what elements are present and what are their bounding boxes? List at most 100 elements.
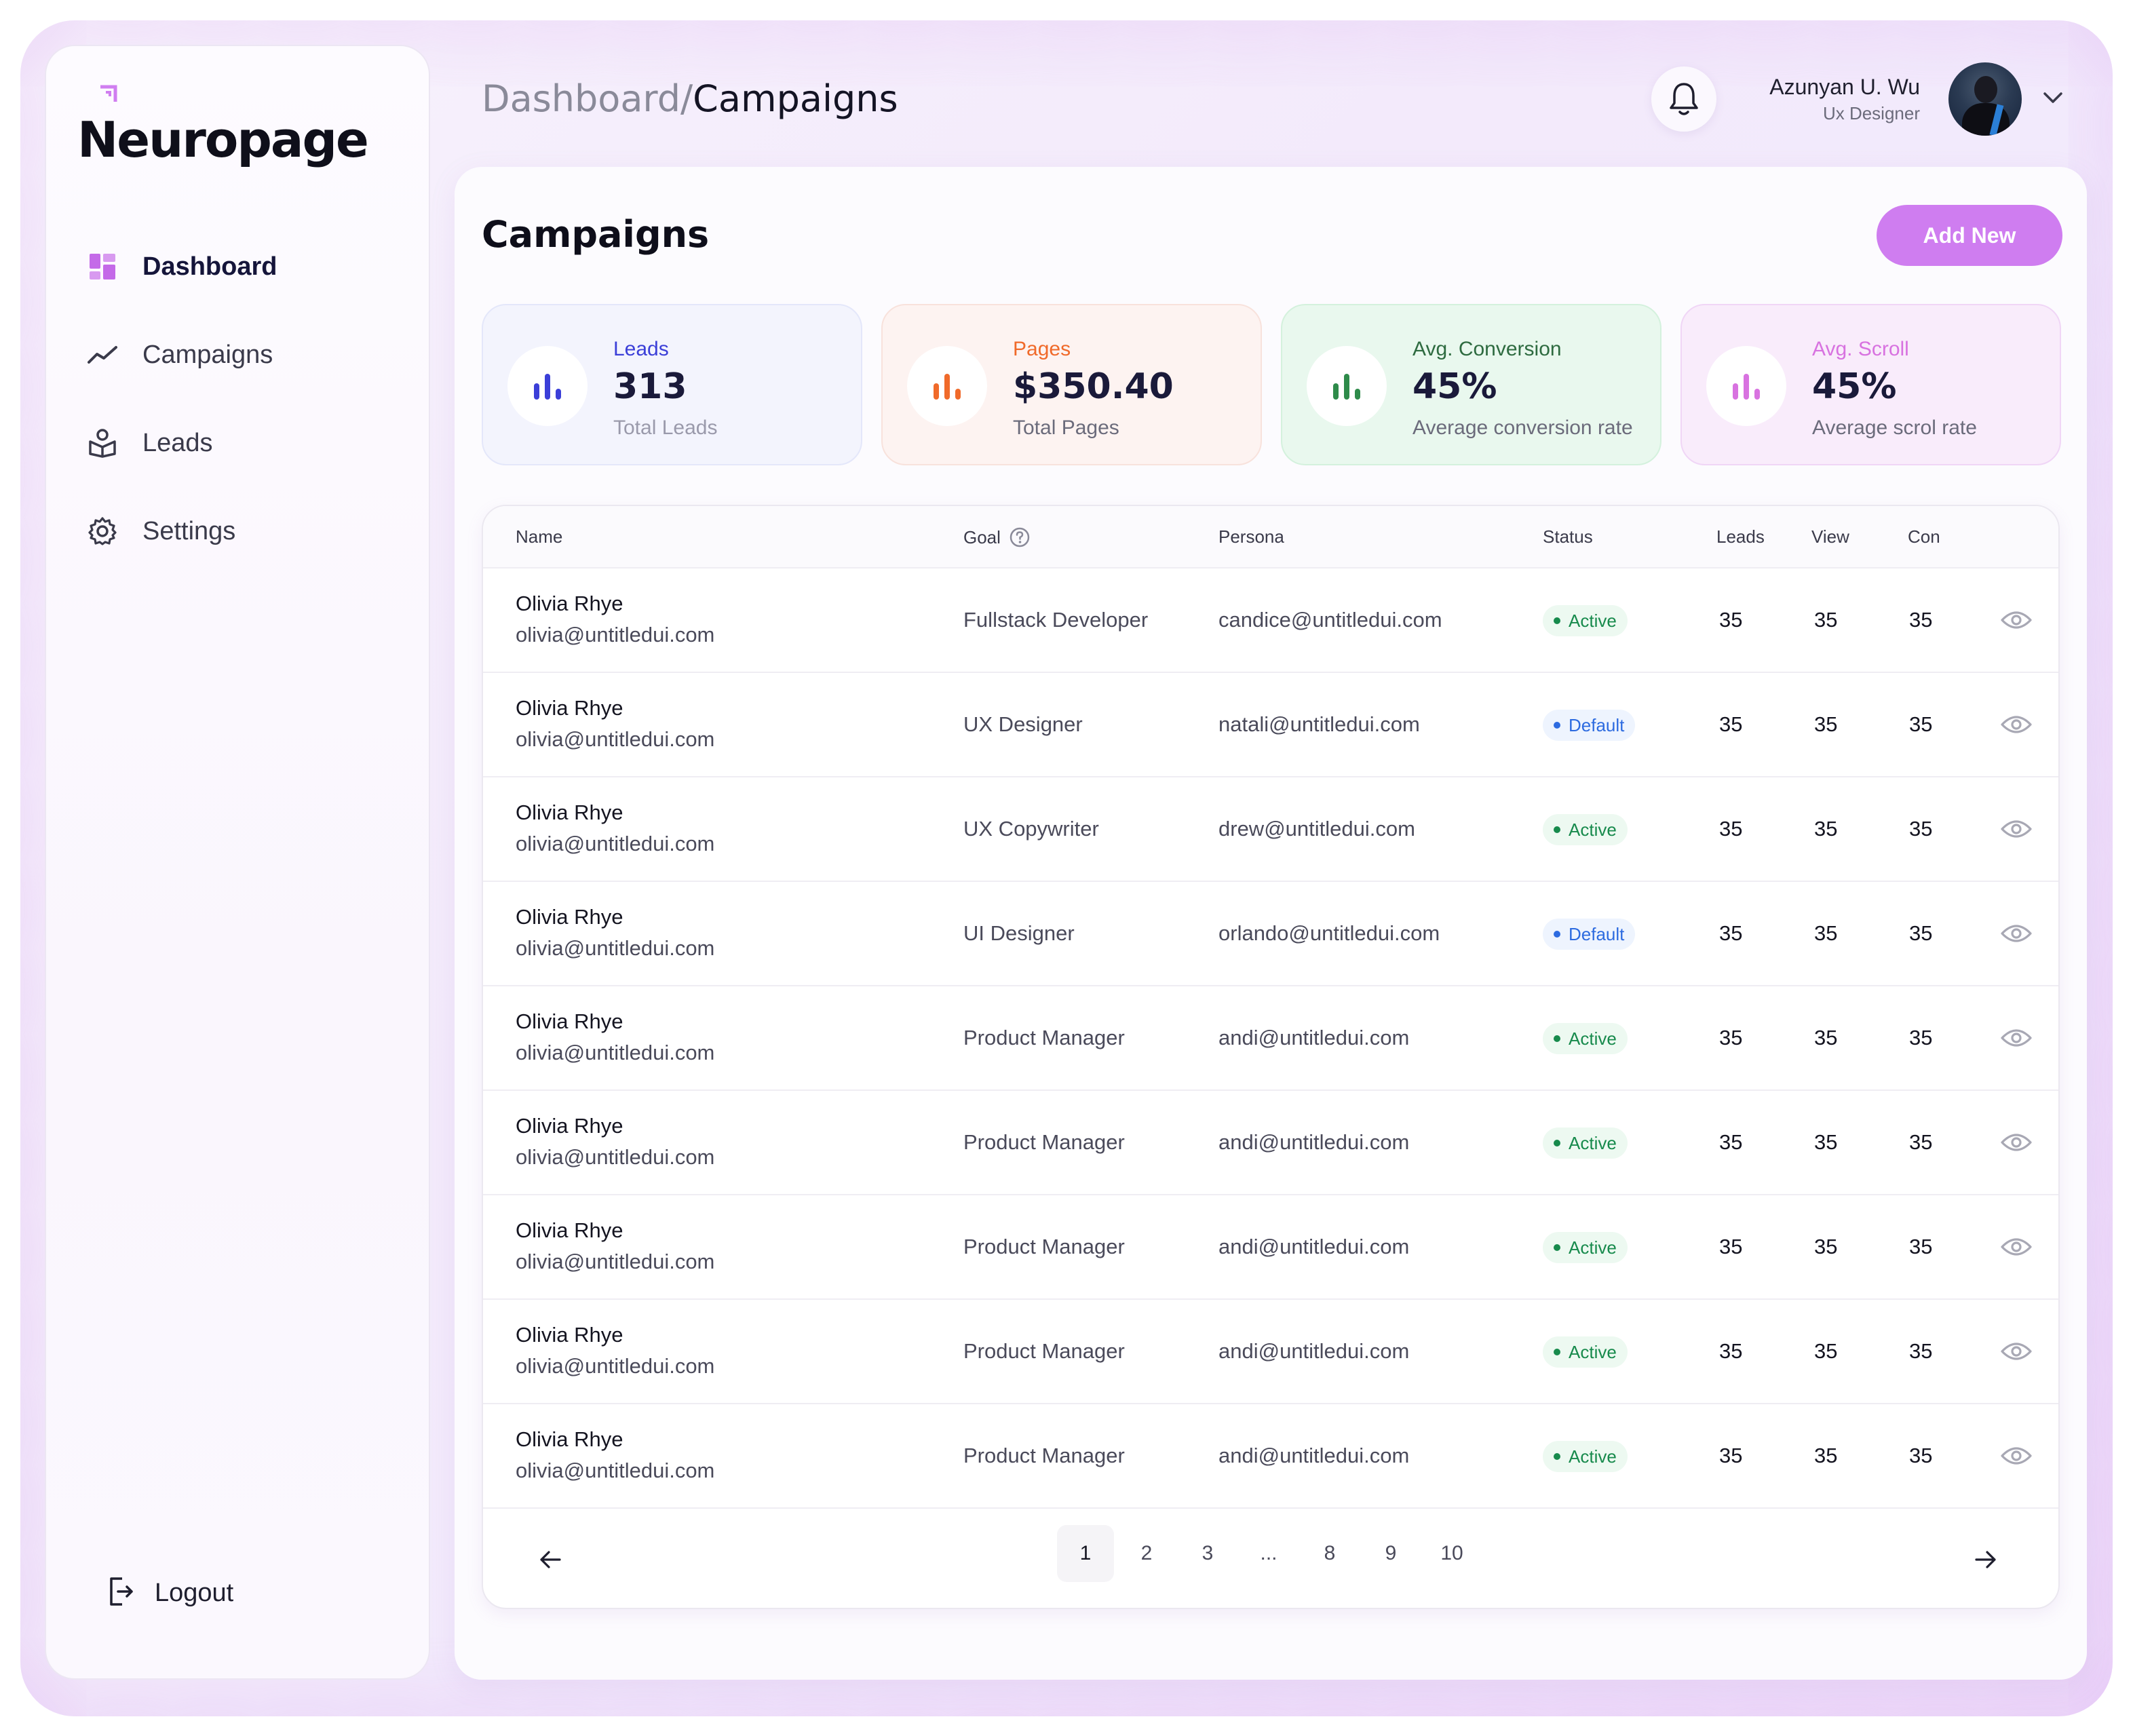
page-button[interactable]: 10 <box>1440 1542 1463 1564</box>
stat-card-leads: Leads 313 Total Leads <box>482 304 862 465</box>
eye-icon[interactable] <box>2000 815 2033 843</box>
row-leads: 35 <box>1719 921 1743 945</box>
eye-icon[interactable] <box>2000 1338 2033 1365</box>
row-leads: 35 <box>1719 712 1743 736</box>
sidebar: Neuropage Dashboard Campaigns <box>45 45 430 1680</box>
logo[interactable]: Neuropage <box>77 81 369 168</box>
eye-icon[interactable] <box>2000 1233 2033 1260</box>
row-email: olivia@untitledui.com <box>516 1145 715 1169</box>
table-row[interactable]: Olivia Rhye olivia@untitledui.com Fullstac… <box>483 568 2058 673</box>
logout-button[interactable]: Logout <box>107 1576 233 1610</box>
prev-page-button[interactable] <box>526 1536 574 1583</box>
row-email: olivia@untitledui.com <box>516 936 715 960</box>
table-row[interactable]: Olivia Rhye olivia@untitledui.com UI Desig… <box>483 882 2058 986</box>
row-persona: natali@untitledui.com <box>1218 712 1420 736</box>
row-view: 35 <box>1814 1235 1838 1258</box>
row-persona: andi@untitledui.com <box>1218 1026 1410 1049</box>
page-button[interactable]: 8 <box>1324 1542 1336 1564</box>
row-persona: andi@untitledui.com <box>1218 1130 1410 1154</box>
page-button[interactable]: 3 <box>1202 1542 1214 1564</box>
eye-icon[interactable] <box>2000 1442 2033 1469</box>
table-row[interactable]: Olivia Rhye olivia@untitledui.com UX Desig… <box>483 673 2058 777</box>
bar-chart-icon <box>907 346 987 426</box>
row-name: Olivia Rhye <box>516 1218 623 1242</box>
table-row[interactable]: Olivia Rhye olivia@untitledui.com Product … <box>483 1404 2058 1509</box>
row-goal: Fullstack Developer <box>963 608 1149 632</box>
table-header: Name Goal Persona Status Leads View Con <box>483 506 2058 568</box>
row-name: Olivia Rhye <box>516 905 623 929</box>
main-panel: Campaigns Add New Leads 313 Total Leads … <box>455 167 2087 1680</box>
stat-card-scroll: Avg. Scroll 45% Average scrol rate <box>1680 304 2061 465</box>
page-button[interactable]: 9 <box>1385 1542 1397 1564</box>
page-numbers: 1 2 3... 8 9 10 <box>1057 1525 1484 1582</box>
breadcrumb-current: Campaigns <box>693 77 898 120</box>
row-persona: candice@untitledui.com <box>1218 608 1442 632</box>
table-row[interactable]: Olivia Rhye olivia@untitledui.com Product … <box>483 986 2058 1091</box>
column-header-status[interactable]: Status <box>1543 526 1593 547</box>
arrow-right-icon <box>1975 1551 1996 1568</box>
eye-icon[interactable] <box>2000 606 2033 634</box>
notification-button[interactable] <box>1651 66 1716 132</box>
logout-icon <box>107 1576 134 1610</box>
row-name: Olivia Rhye <box>516 1009 623 1033</box>
column-header-label: Goal <box>963 526 1001 547</box>
sidebar-item-label: Settings <box>142 516 236 545</box>
logo-mark-icon <box>100 85 117 102</box>
page-title: Campaigns <box>482 213 710 256</box>
row-email: olivia@untitledui.com <box>516 623 715 647</box>
table-row[interactable]: Olivia Rhye olivia@untitledui.com Product … <box>483 1300 2058 1404</box>
row-persona: andi@untitledui.com <box>1218 1339 1410 1363</box>
table-row[interactable]: Olivia Rhye olivia@untitledui.com Product … <box>483 1091 2058 1195</box>
chevron-down-icon[interactable] <box>2039 88 2067 107</box>
sidebar-item-settings[interactable]: Settings <box>80 487 406 575</box>
stat-value: 45% <box>1413 366 1497 407</box>
row-con: 35 <box>1909 1444 1933 1467</box>
add-new-button[interactable]: Add New <box>1877 205 2062 266</box>
column-header-leads[interactable]: Leads <box>1716 526 1765 547</box>
row-leads: 35 <box>1719 1026 1743 1049</box>
column-header-persona[interactable]: Persona <box>1218 526 1284 547</box>
stats-row: Leads 313 Total Leads Pages $350.40 Tota… <box>482 304 2061 465</box>
next-page-button[interactable] <box>1962 1536 2010 1583</box>
row-con: 35 <box>1909 1130 1933 1154</box>
column-header-view[interactable]: View <box>1811 526 1849 547</box>
sidebar-item-campaigns[interactable]: Campaigns <box>80 311 406 399</box>
leads-icon <box>87 427 118 459</box>
row-goal: Product Manager <box>963 1026 1125 1049</box>
page-button[interactable]: 2 <box>1140 1542 1153 1564</box>
stat-label: Avg. Scroll <box>1812 338 1909 360</box>
stat-card-pages: Pages $350.40 Total Pages <box>881 304 1262 465</box>
row-leads: 35 <box>1719 1235 1743 1258</box>
sidebar-item-leads[interactable]: Leads <box>80 399 406 487</box>
row-goal: Product Manager <box>963 1339 1125 1363</box>
row-persona: andi@untitledui.com <box>1218 1444 1410 1467</box>
help-circle-icon[interactable] <box>1009 526 1031 548</box>
row-goal: Product Manager <box>963 1130 1125 1154</box>
status-badge: Active <box>1543 1232 1628 1263</box>
column-header-con[interactable]: Con <box>1908 526 1940 547</box>
bell-icon <box>1670 83 1698 115</box>
column-header-name[interactable]: Name <box>516 526 563 547</box>
trend-line-icon <box>87 339 118 370</box>
eye-icon[interactable] <box>2000 1024 2033 1052</box>
breadcrumb-root[interactable]: Dashboard <box>482 77 680 120</box>
sidebar-item-label: Campaigns <box>142 340 273 369</box>
logo-text: Neuropage <box>77 111 369 168</box>
row-view: 35 <box>1814 817 1838 841</box>
sidebar-item-dashboard[interactable]: Dashboard <box>80 223 406 311</box>
status-badge: Default <box>1543 710 1636 741</box>
row-view: 35 <box>1814 1339 1838 1363</box>
status-badge: Active <box>1543 814 1628 845</box>
table-row[interactable]: Olivia Rhye olivia@untitledui.com UX Copyw… <box>483 777 2058 882</box>
table-row[interactable]: Olivia Rhye olivia@untitledui.com Product … <box>483 1195 2058 1300</box>
page-button[interactable]: 1 <box>1057 1525 1114 1582</box>
eye-icon[interactable] <box>2000 920 2033 947</box>
row-persona: andi@untitledui.com <box>1218 1235 1410 1258</box>
eye-icon[interactable] <box>2000 1129 2033 1156</box>
row-name: Olivia Rhye <box>516 801 623 824</box>
eye-icon[interactable] <box>2000 711 2033 738</box>
avatar[interactable] <box>1948 62 2022 136</box>
column-header-goal[interactable]: Goal <box>963 526 1031 548</box>
row-goal: Product Manager <box>963 1235 1125 1258</box>
row-email: olivia@untitledui.com <box>516 727 715 751</box>
